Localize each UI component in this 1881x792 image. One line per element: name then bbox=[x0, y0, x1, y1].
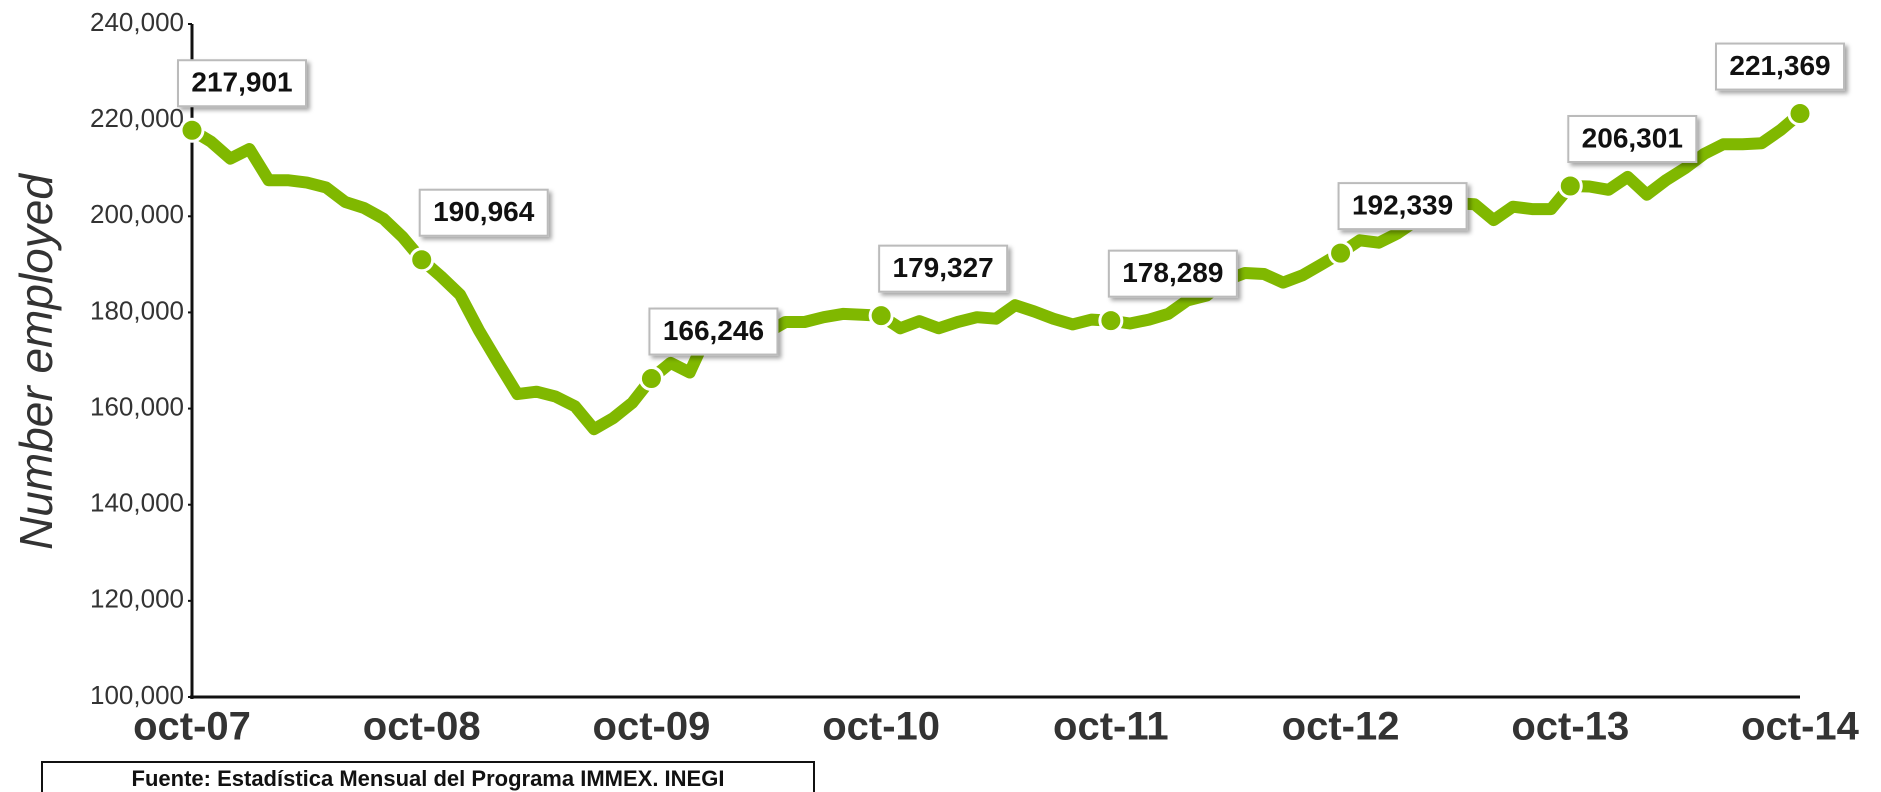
y-tick-label: 220,000 bbox=[90, 103, 184, 133]
y-tick-label: 240,000 bbox=[90, 7, 184, 37]
x-tick-label: oct-08 bbox=[363, 705, 481, 749]
value-label-box bbox=[177, 59, 307, 108]
x-tick-label: oct-12 bbox=[1282, 705, 1400, 749]
value-label-box bbox=[418, 188, 549, 237]
y-tick-label: 200,000 bbox=[90, 199, 184, 229]
y-tick-label: 180,000 bbox=[90, 295, 184, 325]
y-tick-label: 120,000 bbox=[90, 584, 184, 614]
value-label-box bbox=[878, 244, 1009, 293]
value-label-box bbox=[648, 307, 779, 356]
y-tick-label: 160,000 bbox=[90, 391, 184, 421]
y-tick-label: 100,000 bbox=[90, 680, 184, 710]
point-marker bbox=[409, 247, 435, 273]
value-label-box bbox=[1715, 42, 1845, 91]
value-label: 166,246 bbox=[663, 315, 764, 346]
data-line bbox=[186, 107, 1806, 436]
y-axis-title: Number employed bbox=[10, 173, 62, 550]
value-label: 221,369 bbox=[1729, 50, 1830, 81]
source-box bbox=[41, 761, 815, 792]
value-label: 206,301 bbox=[1582, 122, 1683, 153]
value-label: 178,289 bbox=[1122, 257, 1223, 288]
point-marker bbox=[1328, 240, 1354, 266]
x-tick-label: oct-10 bbox=[822, 705, 940, 749]
x-tick-label: oct-11 bbox=[1053, 705, 1169, 749]
value-label: 217,901 bbox=[191, 67, 292, 98]
point-marker bbox=[638, 366, 664, 392]
x-tick-label: oct-07 bbox=[133, 705, 251, 749]
y-tick-label: 140,000 bbox=[90, 488, 184, 518]
value-label-box bbox=[1107, 249, 1238, 298]
point-marker bbox=[1098, 308, 1124, 334]
x-tick-label: oct-13 bbox=[1511, 705, 1629, 749]
value-label: 192,339 bbox=[1352, 190, 1453, 221]
x-tick-label: oct-09 bbox=[593, 705, 711, 749]
value-label: 179,327 bbox=[893, 252, 994, 283]
value-label-box bbox=[1567, 114, 1698, 163]
x-tick-label: oct-14 bbox=[1741, 705, 1860, 749]
value-label-box bbox=[1337, 182, 1468, 231]
point-marker bbox=[868, 303, 894, 329]
point-marker bbox=[1787, 101, 1813, 127]
value-label: 190,964 bbox=[433, 196, 535, 227]
source-note: Fuente: Estadística Mensual del Programa… bbox=[132, 766, 725, 791]
point-marker bbox=[1557, 173, 1583, 199]
point-marker bbox=[179, 117, 205, 143]
